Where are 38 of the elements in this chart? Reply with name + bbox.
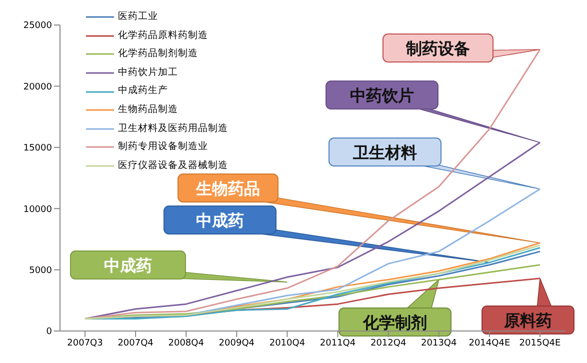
y-tick-label: 5000 xyxy=(29,266,52,276)
annotation: 中药饮片 xyxy=(350,86,414,105)
annotation: 生物药品 xyxy=(195,179,260,198)
legend-label: 化学药品原料药制造 xyxy=(118,28,208,43)
annotation: 化学制剂 xyxy=(362,313,427,332)
annotation: 中成药 xyxy=(196,211,244,230)
legend-label: 中成药生产 xyxy=(118,84,168,98)
x-tick-label: 2011Q4 xyxy=(320,338,356,348)
annotation: 原料药 xyxy=(503,311,552,330)
legend-label: 制药专用设备制造业 xyxy=(118,140,208,154)
y-tick-label: 15000 xyxy=(23,144,52,154)
x-tick-label: 2013Q4 xyxy=(421,338,458,348)
x-tick-label: 2009Q4 xyxy=(218,338,255,348)
y-tick-label: 10000 xyxy=(23,204,52,215)
x-tick-label: 2012Q4 xyxy=(370,338,406,348)
legend-label: 生物药品制造 xyxy=(118,102,178,117)
annotation: 卫生材料 xyxy=(352,143,417,162)
callout: 原料药 xyxy=(482,278,574,334)
x-tick-label: 2007Q4 xyxy=(118,338,154,348)
legend-label: 化学药品制剂制造 xyxy=(118,47,198,62)
annotation: 中成药 xyxy=(104,256,152,275)
callout: 中成药 xyxy=(70,250,288,282)
x-tick-label: 2014Q4E xyxy=(468,338,510,348)
legend-label: 中药饮片加工 xyxy=(118,66,178,80)
x-tick-label: 2015Q4E xyxy=(519,338,562,348)
legend-label: 卫生材料及医药用品制造 xyxy=(118,122,228,136)
callout: 中成药 xyxy=(164,206,490,263)
y-tick-label: 0 xyxy=(46,327,52,338)
x-tick-label: 2008Q4 xyxy=(168,338,204,348)
annotation: 制药设备 xyxy=(405,39,470,58)
x-tick-label: 2007Q3 xyxy=(67,338,103,348)
callout: 卫生材料 xyxy=(328,138,540,190)
callout: 化学制剂 xyxy=(338,278,452,336)
y-tick-label: 20000 xyxy=(23,82,52,92)
y-tick-label: 25000 xyxy=(23,21,52,32)
x-tick-label: 2010Q4 xyxy=(269,338,306,348)
legend-label: 医疗仪器设备及器械制造 xyxy=(118,158,228,173)
legend-label: 医药工业 xyxy=(118,10,158,24)
